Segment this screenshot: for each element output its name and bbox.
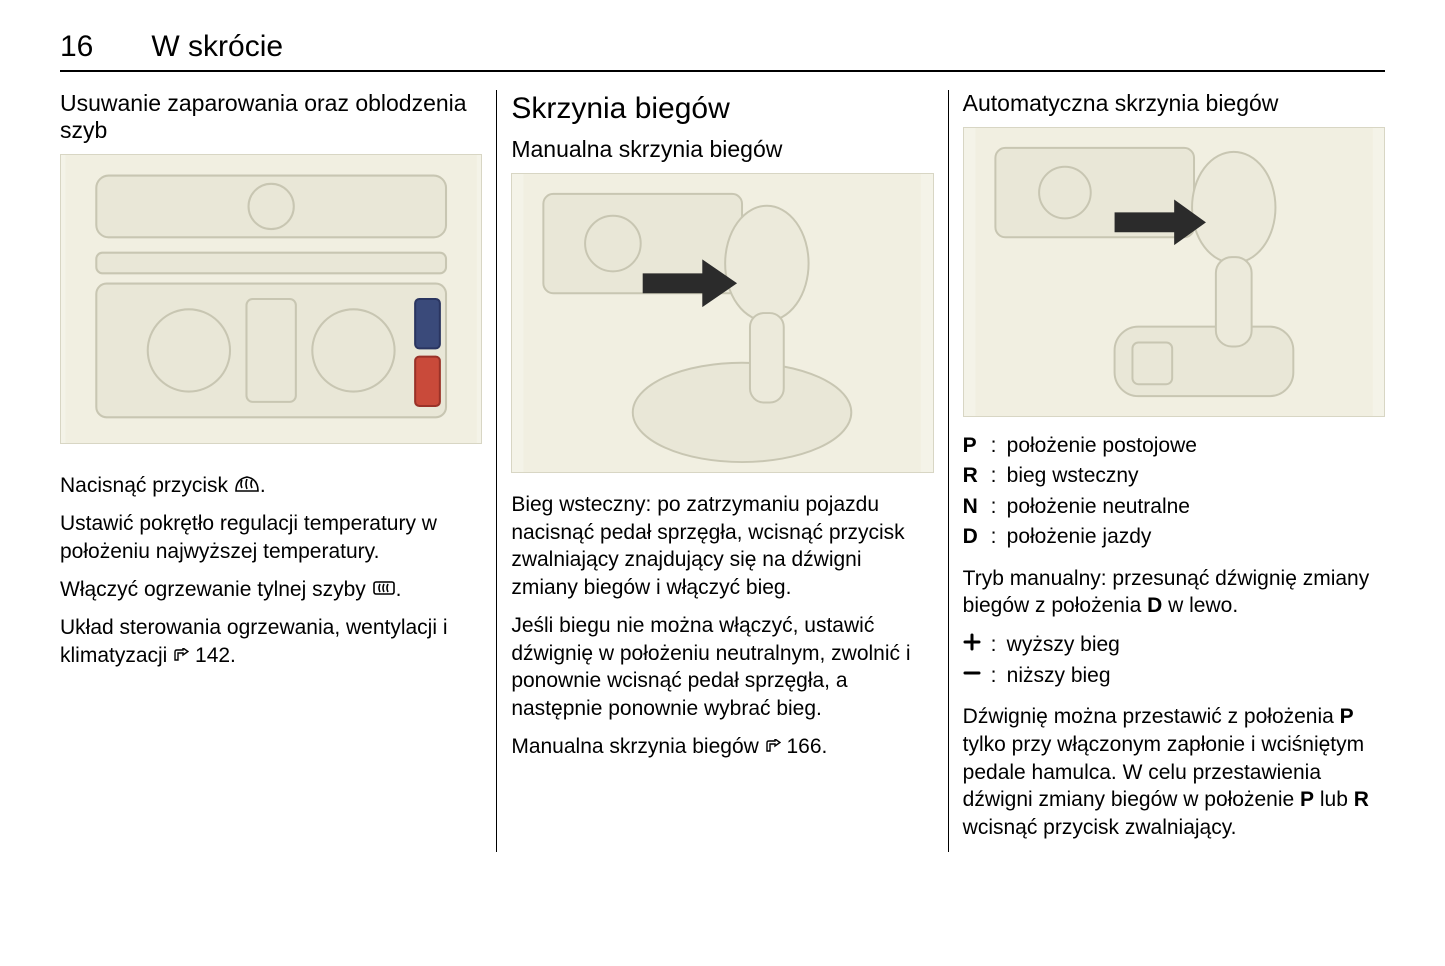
manual-gear-image	[511, 173, 933, 473]
def-row-r: R : bieg wsteczny	[963, 461, 1385, 491]
col1-p1: Nacisnąć przycisk .	[60, 472, 482, 500]
def-key: D	[963, 522, 991, 552]
col1-p3-text-a: Włączyć ogrzewanie tylnej szyby	[60, 578, 372, 601]
column-2: Skrzynia biegów Manualna skrzynia biegów…	[496, 90, 947, 852]
column-3: Automatyczna skrzynia biegów P : położen…	[948, 90, 1385, 852]
def-colon: :	[991, 630, 1007, 660]
col2-p1: Bieg wsteczny: po zatrzymaniu pojazdu na…	[511, 491, 933, 602]
col1-p4-ref: 142.	[189, 644, 236, 667]
col1-p1-text-b: .	[260, 474, 266, 497]
content-columns: Usuwanie zaparowania oraz oblodzenia szy…	[60, 90, 1385, 852]
def-row-minus: : niższy bieg	[963, 661, 1385, 691]
page-title: W skrócie	[151, 30, 283, 64]
def-val: niższy bieg	[1007, 661, 1385, 691]
col2-p3: Manualna skrzynia biegów 166.	[511, 733, 933, 761]
def-val: położenie neutralne	[1007, 492, 1385, 522]
col2-sub-heading: Manualna skrzynia biegów	[511, 136, 933, 163]
def-val: położenie jazdy	[1007, 522, 1385, 552]
col1-p4-text-a: Układ sterowania ogrzewania, wentylacji …	[60, 616, 448, 667]
col3-final-b: P	[1340, 705, 1354, 728]
minus-icon	[963, 661, 991, 691]
def-key: R	[963, 461, 991, 491]
col1-p3-text-b: .	[396, 578, 402, 601]
column-1: Usuwanie zaparowania oraz oblodzenia szy…	[60, 90, 496, 852]
col3-final-d: P	[1300, 788, 1314, 811]
def-val: położenie postojowe	[1007, 431, 1385, 461]
col3-final-e: lub	[1314, 788, 1354, 811]
page-header: 16 W skrócie	[60, 30, 1385, 72]
gear-positions-list: P : położenie postojowe R : bieg wsteczn…	[963, 431, 1385, 553]
col3-manual-mode: Tryb manualny: przesunąć dźwignię zmiany…	[963, 565, 1385, 620]
auto-gear-image	[963, 127, 1385, 417]
col1-p1-text-a: Nacisnąć przycisk	[60, 474, 234, 497]
col2-p2: Jeśli biegu nie można włączyć, ustawić d…	[511, 612, 933, 723]
def-key: P	[963, 431, 991, 461]
def-colon: :	[991, 661, 1007, 691]
def-colon: :	[991, 431, 1007, 461]
plus-icon	[963, 630, 991, 660]
col2-p3-ref: 166.	[781, 735, 828, 758]
def-row-d: D : położenie jazdy	[963, 522, 1385, 552]
climate-panel-svg	[61, 155, 481, 443]
col3-final-g: wcisnąć przycisk zwalniający.	[963, 816, 1237, 839]
page-ref-arrow-icon	[765, 733, 781, 761]
page-number: 16	[60, 30, 93, 64]
col1-p4: Układ sterowania ogrzewania, wentylacji …	[60, 614, 482, 670]
col1-p3: Włączyć ogrzewanie tylnej szyby .	[60, 576, 482, 604]
def-row-plus: : wyższy bieg	[963, 630, 1385, 660]
auto-gear-svg	[964, 128, 1384, 416]
plus-minus-list: : wyższy bieg : niższy bieg	[963, 630, 1385, 691]
page-ref-arrow-icon	[173, 642, 189, 670]
col3-manual-b: D	[1147, 594, 1162, 617]
col2-section-heading: Skrzynia biegów	[511, 92, 933, 126]
col3-final-paragraph: Dźwignię można przestawić z położenia P …	[963, 703, 1385, 842]
def-val: bieg wsteczny	[1007, 461, 1385, 491]
col3-final-a: Dźwignię można przestawić z położenia	[963, 705, 1340, 728]
col1-heading: Usuwanie zaparowania oraz oblodzenia szy…	[60, 90, 482, 144]
def-row-n: N : położenie neutralne	[963, 492, 1385, 522]
climate-panel-image	[60, 154, 482, 444]
col3-sub-heading: Automatyczna skrzynia biegów	[963, 90, 1385, 117]
def-colon: :	[991, 461, 1007, 491]
def-val: wyższy bieg	[1007, 630, 1385, 660]
def-key: N	[963, 492, 991, 522]
def-colon: :	[991, 522, 1007, 552]
col2-p3-text-a: Manualna skrzynia biegów	[511, 735, 764, 758]
manual-gear-svg	[512, 174, 932, 472]
col3-final-f: R	[1354, 788, 1369, 811]
front-defrost-icon	[234, 473, 260, 501]
col1-p2: Ustawić pokrętło regulacji temperatury w…	[60, 510, 482, 565]
def-colon: :	[991, 492, 1007, 522]
def-row-p: P : położenie postojowe	[963, 431, 1385, 461]
rear-defrost-icon	[372, 576, 396, 604]
col3-manual-c: w lewo.	[1162, 594, 1238, 617]
